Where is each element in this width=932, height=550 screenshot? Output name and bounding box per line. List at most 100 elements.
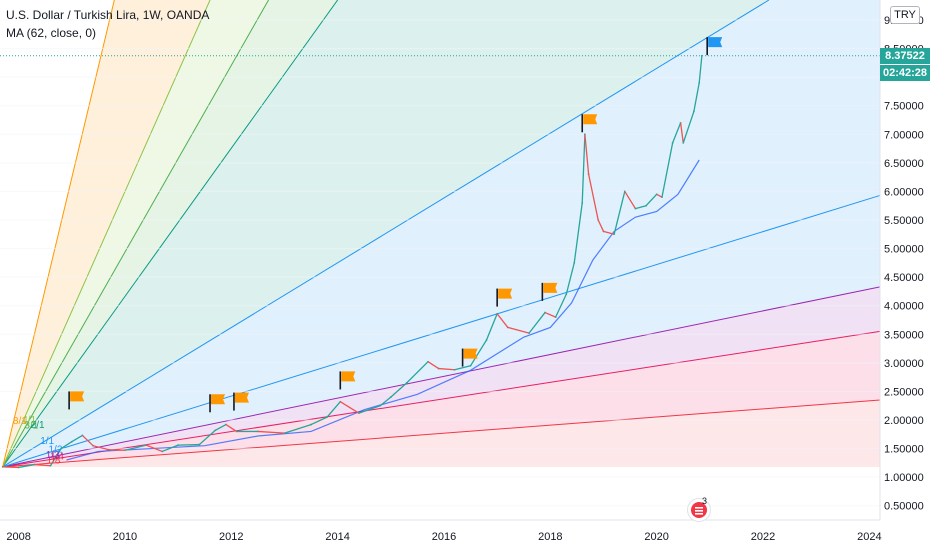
fan-line-label: 1/8	[47, 456, 61, 467]
price-segment	[597, 219, 605, 232]
price-segment	[225, 424, 237, 432]
price-segment	[624, 191, 636, 209]
price-segment	[528, 312, 546, 334]
fan-line-label: 3/1	[24, 421, 38, 432]
price-segment	[661, 142, 674, 198]
price-segment	[635, 205, 647, 210]
x-tick-label: 2024	[857, 531, 881, 543]
flag-cloth	[543, 282, 558, 293]
price-segment	[358, 405, 381, 414]
price-segment	[544, 311, 556, 318]
y-tick-label: 3.50000	[884, 329, 924, 341]
price-segment	[656, 193, 663, 198]
x-tick-label: 2020	[644, 531, 668, 543]
last-price-tag: 8.37522	[880, 47, 930, 64]
fan-line	[2, 0, 339, 468]
price-segment	[555, 294, 567, 318]
fan-line-label: 2/1	[31, 420, 45, 431]
fan-line	[2, 0, 770, 468]
flag-cloth	[70, 391, 85, 402]
y-tick-label: 4.00000	[884, 301, 924, 313]
flag-icon	[209, 394, 226, 413]
flag-cloth	[234, 392, 249, 403]
price-segment	[379, 396, 392, 407]
price-segment	[645, 193, 658, 207]
price-segment	[198, 429, 216, 446]
flag-icon	[581, 114, 598, 133]
indicator-label[interactable]: MA (62, close, 0)	[6, 26, 97, 40]
price-segment	[34, 463, 51, 467]
price-segment	[178, 443, 200, 446]
price-segment	[339, 401, 360, 414]
gann-fan-fills	[2, 0, 880, 467]
price-segment	[215, 423, 227, 431]
price-segment	[145, 444, 163, 453]
price-segment	[693, 82, 700, 112]
fan-line-label: 1/4	[50, 452, 64, 463]
price-segment	[81, 434, 94, 447]
y-tick-label: 3.00000	[884, 358, 924, 370]
fan-line	[2, 286, 881, 468]
x-tick-label: 2008	[6, 531, 30, 543]
fan-line	[2, 330, 881, 468]
price-segment	[565, 262, 575, 295]
y-tick-label: 5.50000	[884, 215, 924, 227]
y-tick-label: 7.00000	[884, 129, 924, 141]
x-tick-label: 2010	[113, 531, 137, 543]
flag-icon	[233, 392, 249, 411]
notification-count: 3	[702, 496, 708, 506]
currency-badge[interactable]: TRY	[890, 6, 920, 24]
flag-cloth	[583, 114, 598, 125]
fan-line-label: 1/2	[49, 445, 63, 456]
price-segment	[507, 326, 530, 334]
chart-legend: U.S. Dollar / Turkish Lira, 1W, OANDA MA…	[6, 6, 209, 42]
price-segment	[161, 444, 179, 453]
price-segment	[698, 55, 703, 83]
fan-line-label: 4/1	[22, 415, 36, 426]
flag-cloth	[498, 288, 513, 299]
price-segment	[496, 313, 509, 328]
y-tick-label: 7.50000	[884, 101, 924, 113]
tradingview-logo-icon[interactable]	[687, 498, 711, 522]
price-segment	[682, 111, 695, 144]
flag-icon	[541, 282, 558, 301]
price-segment	[108, 449, 125, 451]
y-tick-label: 6.00000	[884, 186, 924, 198]
price-segment	[71, 434, 83, 443]
price-segment	[326, 401, 341, 418]
price-segment	[587, 174, 599, 221]
y-tick-label: 6.50000	[884, 158, 924, 170]
price-segment	[124, 444, 147, 451]
series	[0, 54, 880, 469]
symbol-title[interactable]: U.S. Dollar / Turkish Lira, 1W, OANDA	[6, 8, 210, 22]
logo-glyph-icon	[691, 502, 707, 518]
fan-labels: 1/81/41/31/21/1 2/13/14/18/1	[13, 415, 65, 467]
flag-cloth	[463, 348, 478, 359]
y-tick-label: 2.00000	[884, 415, 924, 427]
flag-icon	[339, 371, 356, 390]
fan-line	[2, 0, 269, 468]
price-segment	[584, 134, 590, 175]
y-tick-label: 4.50000	[884, 272, 924, 284]
flag-icon	[706, 37, 723, 56]
fan-fill	[2, 0, 880, 467]
price-segment	[454, 365, 471, 371]
y-tick-label: 2.50000	[884, 386, 924, 398]
y-tick-label: 1.00000	[884, 472, 924, 484]
price-segment	[672, 122, 682, 144]
price-segment	[581, 134, 586, 203]
x-tick-label: 2012	[219, 531, 243, 543]
price-segment	[257, 430, 285, 434]
price-segment	[573, 202, 583, 263]
price-segment	[438, 367, 455, 371]
price-segment	[613, 191, 626, 235]
price-segment	[406, 361, 429, 384]
price-series	[1, 54, 703, 469]
fan-line	[2, 399, 881, 468]
fan-line-label: 1/3	[46, 450, 60, 461]
ma-line	[66, 159, 700, 461]
price-segment	[284, 423, 312, 434]
price-segment	[603, 230, 615, 235]
grid	[0, 19, 880, 507]
